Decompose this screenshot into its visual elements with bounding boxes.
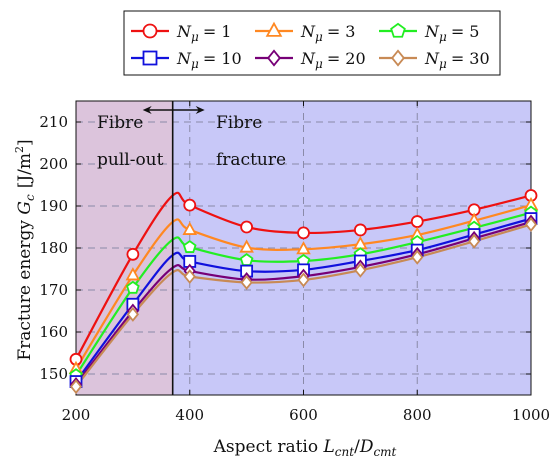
data-point-series-2 (239, 239, 254, 253)
data-point-series-2 (182, 221, 198, 235)
data-point-series-1 (410, 215, 424, 228)
y-tick-label: 160 (39, 323, 68, 341)
data-point-series-1 (126, 247, 140, 261)
y-tick-label: 210 (39, 113, 68, 131)
y-tick-label: 180 (39, 239, 68, 257)
data-point-series-6 (468, 233, 481, 249)
legend-label: Nμ = 30 (424, 49, 490, 71)
legend-marker (390, 22, 406, 38)
data-point-series-1 (353, 223, 367, 237)
y-tick-label: 190 (39, 197, 68, 215)
data-point-series-6 (240, 274, 253, 290)
legend-label: Nμ = 20 (300, 49, 366, 71)
legend-item-3: Nμ = 5 (379, 22, 479, 44)
y-axis-label: Fracture energy Gc[J/m2] (13, 139, 37, 360)
arrow-head-right (195, 106, 205, 114)
series-line-5 (76, 220, 531, 386)
x-tick-label: 1000 (512, 406, 550, 424)
legend-marker (142, 50, 158, 66)
legend-label: Nμ = 5 (424, 22, 479, 44)
region-right-label-2: fracture (216, 150, 286, 170)
marker-layer (68, 189, 539, 395)
data-point-series-1 (240, 220, 254, 234)
data-point-series-1 (183, 198, 197, 212)
legend-marker (390, 49, 406, 67)
transition-arrow (142, 106, 205, 114)
series-layer (76, 191, 531, 388)
series-line-1 (76, 191, 531, 360)
x-tick-label: 200 (62, 406, 91, 424)
legend-item-6: Nμ = 30 (379, 49, 490, 71)
data-point-series-3 (182, 239, 197, 253)
data-point-series-6 (183, 269, 196, 285)
series-line-3 (76, 211, 531, 376)
series-line-4 (76, 217, 531, 383)
x-axis-ticks: 200 400 600 800 1000 (62, 101, 550, 424)
y-tick-label: 150 (39, 365, 68, 383)
data-point-series-2 (125, 267, 141, 281)
x-tick-label: 400 (175, 406, 204, 424)
region-left-label-1: Fibre (97, 113, 143, 133)
legend-item-2: Nμ = 3 (255, 21, 355, 44)
data-point-series-2 (296, 241, 311, 255)
x-tick-label: 600 (289, 406, 318, 424)
x-axis-label: Aspect ratio Lcnt/Dcmt (213, 437, 397, 459)
y-axis-ticks: 150 160 170 180 190 200 210 (39, 113, 531, 383)
data-point-series-6 (354, 262, 367, 278)
data-point-series-6 (297, 272, 310, 288)
y-tick-label: 200 (39, 155, 68, 173)
legend-label: Nμ = 3 (300, 22, 355, 44)
data-point-series-6 (126, 306, 139, 322)
legend-marker (142, 23, 158, 39)
series-line-2 (76, 204, 531, 370)
data-point-series-6 (411, 249, 424, 265)
legend-box (123, 10, 501, 76)
legend-item-1: Nμ = 1 (131, 22, 231, 44)
legend-item-4: Nμ = 10 (131, 49, 242, 71)
series-line-6 (76, 223, 531, 388)
x-tick-label: 800 (403, 406, 432, 424)
legend-label: Nμ = 1 (176, 22, 231, 44)
legend-marker (266, 49, 282, 67)
y-tick-label: 170 (39, 281, 68, 299)
legend-marker (265, 21, 283, 37)
region-right-label-1: Fibre (216, 113, 262, 133)
region-left-label-2: pull-out (97, 150, 164, 170)
data-point-series-1 (297, 226, 310, 240)
legend: Nμ = 1 Nμ = 3 Nμ = 5 Nμ = 10 Nμ = 20 Nμ = 30 (131, 21, 490, 71)
arrow-head-left (142, 106, 152, 114)
legend-label: Nμ = 10 (176, 49, 242, 71)
data-point-series-6 (524, 217, 538, 232)
data-point-series-6 (69, 379, 83, 395)
legend-item-5: Nμ = 20 (255, 49, 366, 71)
data-point-series-3 (126, 280, 140, 294)
